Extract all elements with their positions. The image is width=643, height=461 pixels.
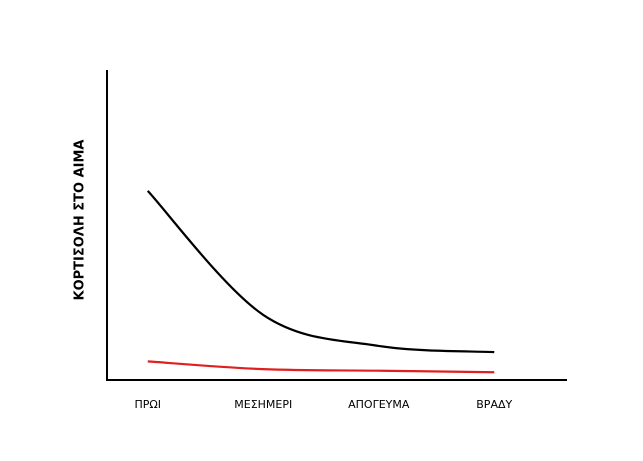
line [147, 360, 495, 374]
x-tick-label: ΒΡΑΔΥ [476, 398, 512, 411]
line [146, 190, 495, 354]
x-tick-label: ΜΕΣΗΜΕΡΙ [234, 398, 292, 411]
x-tick-label: ΠΡΩΙ [134, 398, 161, 411]
x-tick-label: ΑΠΟΓΕΥΜΑ [348, 398, 410, 411]
y-axis-label: ΚΟΡΤΙΣΟΛΗ ΣΤΟ ΑΙΜΑ [73, 140, 88, 301]
